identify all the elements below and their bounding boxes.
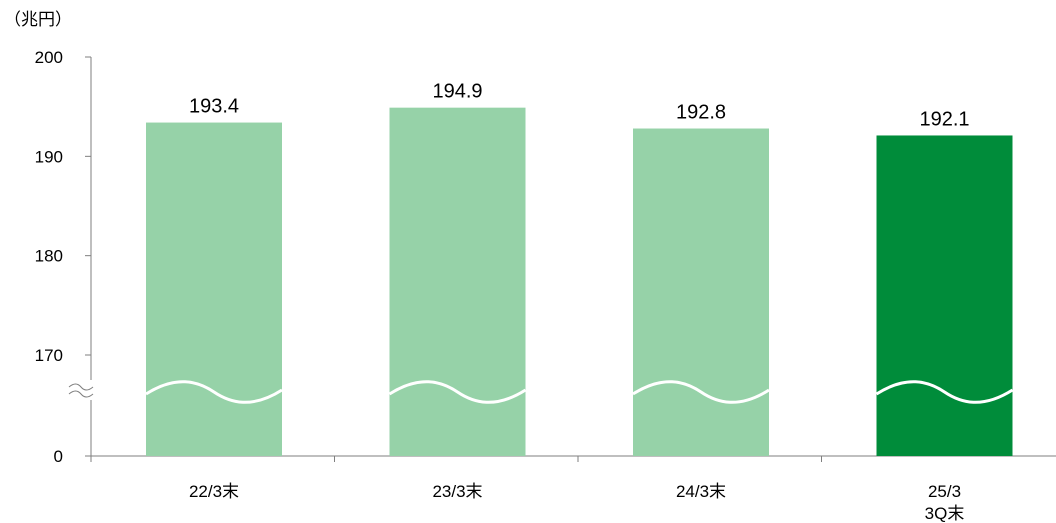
y-tick-label: 170 bbox=[35, 346, 63, 365]
y-tick-label: 200 bbox=[35, 48, 63, 67]
bar-value-label: 192.8 bbox=[676, 102, 726, 124]
axis-break-mask bbox=[67, 380, 95, 400]
axis-break-icon bbox=[68, 390, 94, 398]
x-category-label: 22/3末 bbox=[189, 482, 239, 501]
bar-break-line bbox=[388, 380, 527, 404]
bar-value-label: 193.4 bbox=[189, 96, 239, 118]
bar-break-line bbox=[875, 380, 1014, 404]
bar bbox=[389, 107, 526, 456]
y-tick-label: 0 bbox=[54, 447, 63, 466]
x-category-label: 25/3 bbox=[928, 482, 961, 501]
labels: 193.4 22/3末 194.9 23/3末 192.8 24/3末 192.1 25/3 3… bbox=[189, 81, 970, 523]
bar-break-line bbox=[632, 380, 770, 404]
x-category-label: 23/3末 bbox=[432, 482, 482, 501]
bar bbox=[876, 135, 1013, 456]
bars bbox=[145, 107, 1014, 456]
x-category-label: 3Q末 bbox=[925, 504, 965, 523]
y-tick-label: 180 bbox=[35, 247, 63, 266]
bar bbox=[146, 122, 282, 456]
axis-break-icon bbox=[68, 383, 94, 391]
bar-value-label: 194.9 bbox=[432, 81, 482, 103]
bar bbox=[633, 128, 769, 456]
bar-break-line bbox=[145, 380, 283, 404]
bar-value-label: 192.1 bbox=[919, 108, 969, 130]
y-axis-unit-label: （兆円） bbox=[4, 10, 72, 29]
x-category-label: 24/3末 bbox=[676, 482, 726, 501]
y-tick-label: 190 bbox=[35, 147, 63, 166]
